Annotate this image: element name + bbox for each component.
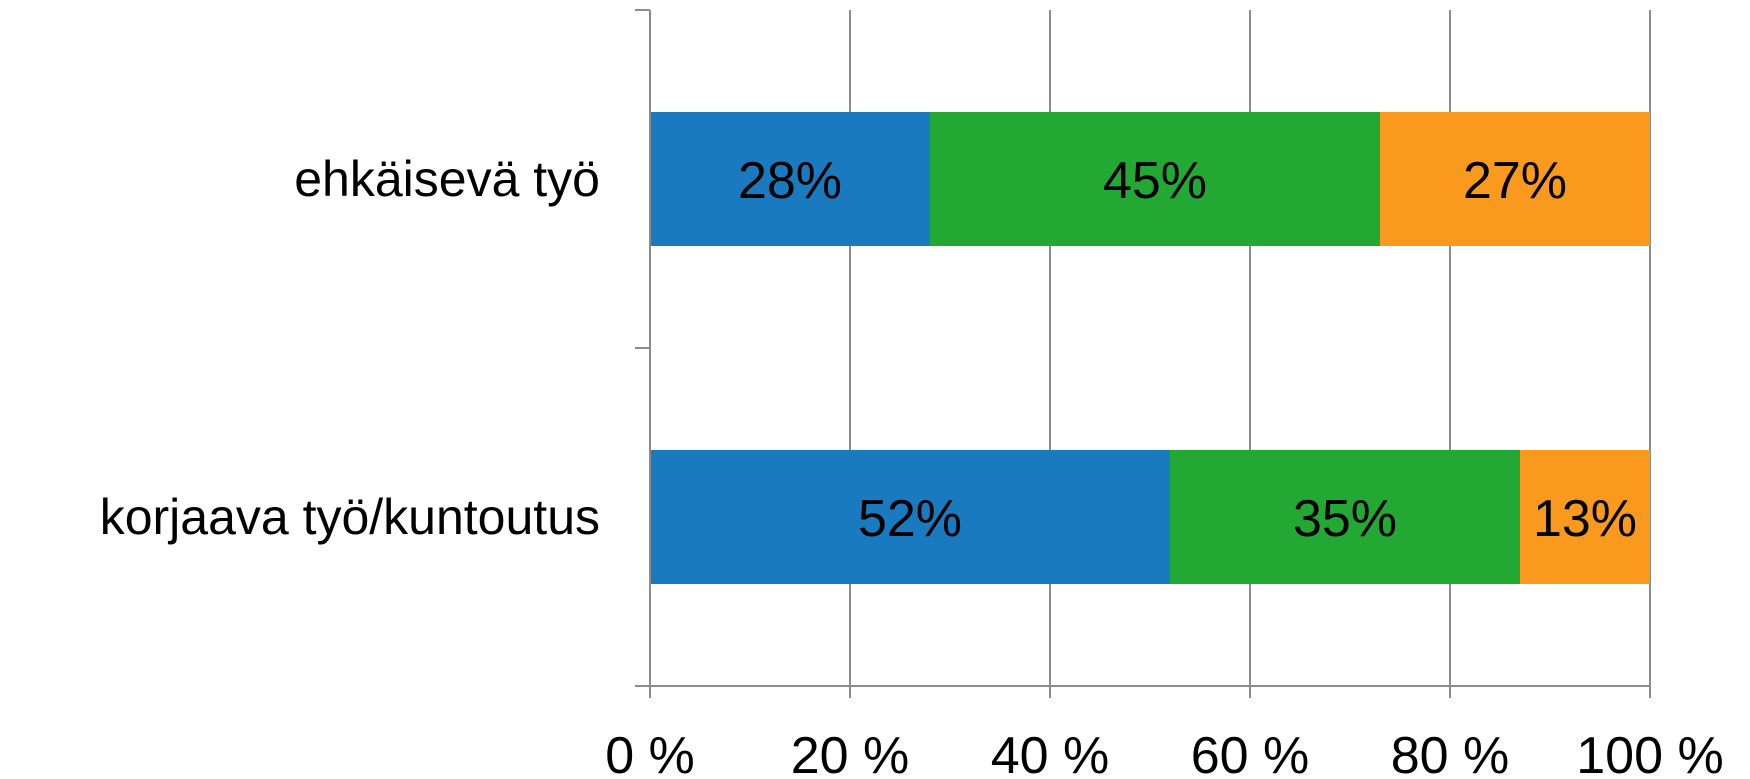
bar-segment-1-0 xyxy=(650,450,1170,584)
x-tick-label: 20 % xyxy=(791,727,910,779)
category-label: ehkäisevä työ xyxy=(294,151,600,207)
bar-segment-1-1 xyxy=(1170,450,1520,584)
data-label: 52% xyxy=(858,490,962,548)
labels: 0 % 20 % 40 % 60 % 80 % 100 % 28% 45% 27% ehkäise… xyxy=(100,151,1724,779)
data-label: 27% xyxy=(1463,152,1567,210)
data-label: 35% xyxy=(1293,490,1397,548)
bar-segment-0-2 xyxy=(1380,112,1650,246)
x-tick-label: 40 % xyxy=(991,727,1110,779)
axes xyxy=(635,9,1651,698)
x-tick-label: 80 % xyxy=(1391,727,1510,779)
bar-segment-0-1 xyxy=(930,112,1380,246)
gridlines xyxy=(849,10,1651,686)
category-label: korjaava työ/kuntoutus xyxy=(100,489,600,545)
bar-segment-0-0 xyxy=(650,112,930,246)
data-label: 28% xyxy=(738,152,842,210)
data-label: 13% xyxy=(1533,490,1637,548)
data-label: 45% xyxy=(1103,152,1207,210)
bar-segment-1-2 xyxy=(1520,450,1650,584)
bars xyxy=(650,112,1650,584)
x-tick-label: 100 % xyxy=(1576,727,1723,779)
x-tick-label: 60 % xyxy=(1191,727,1310,779)
x-tick-label: 0 % xyxy=(605,727,695,779)
